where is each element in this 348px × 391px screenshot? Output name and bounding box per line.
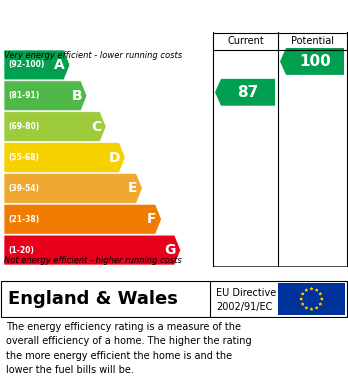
Text: The energy efficiency rating is a measure of the
overall efficiency of a home. T: The energy efficiency rating is a measur… bbox=[6, 322, 252, 375]
Text: 100: 100 bbox=[299, 54, 331, 69]
Text: Very energy efficient - lower running costs: Very energy efficient - lower running co… bbox=[4, 51, 182, 60]
Polygon shape bbox=[4, 174, 142, 203]
Polygon shape bbox=[301, 292, 304, 296]
Text: B: B bbox=[71, 89, 82, 103]
Polygon shape bbox=[4, 112, 106, 142]
Polygon shape bbox=[280, 48, 344, 75]
Text: Energy Efficiency Rating: Energy Efficiency Rating bbox=[6, 9, 227, 23]
Text: 2002/91/EC: 2002/91/EC bbox=[216, 301, 272, 312]
Text: (1-20): (1-20) bbox=[8, 246, 34, 255]
Text: (39-54): (39-54) bbox=[8, 184, 39, 193]
Text: (81-91): (81-91) bbox=[8, 91, 39, 100]
Text: (92-100): (92-100) bbox=[8, 61, 45, 70]
Text: A: A bbox=[54, 58, 65, 72]
Polygon shape bbox=[299, 297, 303, 301]
Polygon shape bbox=[309, 307, 314, 311]
Polygon shape bbox=[318, 292, 322, 296]
Text: G: G bbox=[164, 243, 176, 257]
Polygon shape bbox=[304, 306, 308, 310]
Polygon shape bbox=[315, 288, 319, 292]
Text: England & Wales: England & Wales bbox=[8, 290, 178, 308]
Text: (55-68): (55-68) bbox=[8, 153, 39, 162]
Text: Current: Current bbox=[227, 36, 264, 46]
Polygon shape bbox=[315, 306, 319, 310]
Polygon shape bbox=[304, 288, 308, 292]
Polygon shape bbox=[4, 235, 181, 265]
Polygon shape bbox=[4, 81, 87, 111]
Text: C: C bbox=[91, 120, 101, 134]
Polygon shape bbox=[309, 287, 314, 291]
Text: D: D bbox=[109, 151, 120, 165]
Text: F: F bbox=[147, 212, 157, 226]
Text: EU Directive: EU Directive bbox=[216, 288, 276, 298]
Text: 87: 87 bbox=[237, 85, 259, 100]
Polygon shape bbox=[215, 79, 275, 106]
Polygon shape bbox=[4, 204, 161, 234]
Text: (69-80): (69-80) bbox=[8, 122, 39, 131]
Polygon shape bbox=[4, 50, 70, 80]
Polygon shape bbox=[320, 297, 324, 301]
Text: Potential: Potential bbox=[291, 36, 334, 46]
Text: E: E bbox=[128, 181, 137, 196]
Polygon shape bbox=[301, 302, 304, 306]
Text: (21-38): (21-38) bbox=[8, 215, 39, 224]
Text: Not energy efficient - higher running costs: Not energy efficient - higher running co… bbox=[4, 256, 182, 265]
Polygon shape bbox=[318, 302, 322, 306]
Polygon shape bbox=[4, 143, 125, 172]
Bar bbox=[278, 283, 345, 315]
